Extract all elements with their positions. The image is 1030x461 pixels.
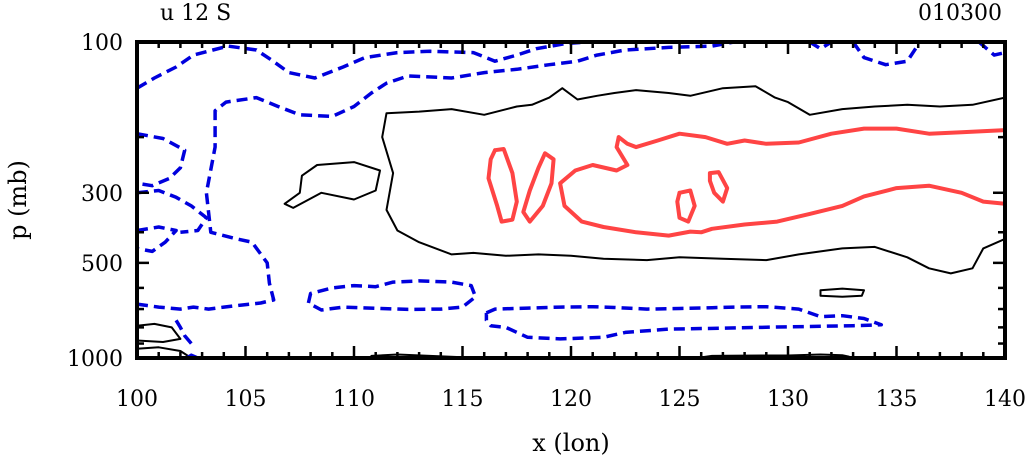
x-tick-label: 135 (876, 387, 918, 412)
contour-line (137, 322, 182, 343)
contour-line (137, 346, 191, 358)
contour-line (137, 131, 187, 188)
x-tick-label: 140 (984, 387, 1026, 412)
contour-line (819, 287, 865, 298)
contour-line (851, 42, 920, 67)
axis-ticks (135, 40, 1007, 360)
x-tick-label: 105 (225, 387, 267, 412)
contour-line (808, 42, 833, 51)
contour-line (558, 126, 1005, 238)
y-tick-label: 100 (81, 31, 123, 56)
header-right-label: 010300 (918, 1, 1002, 26)
contour-lines (137, 42, 1005, 358)
x-tick-label: 110 (333, 387, 375, 412)
y-axis-label: p (mb) (4, 160, 32, 240)
y-tick-label: 1000 (67, 347, 123, 372)
x-tick-label: 120 (550, 387, 592, 412)
contour-line (137, 225, 178, 254)
contour-line (486, 147, 519, 224)
contour-line (484, 304, 884, 341)
contour-line (137, 42, 735, 311)
x-tick-label: 130 (767, 387, 809, 412)
x-axis-label: x (lon) (532, 429, 609, 457)
contour-line (174, 319, 193, 345)
contour-line (707, 170, 730, 204)
contour-line (675, 188, 697, 224)
tick-labels: 100 105 110 115 120 125 130 135 140 100 300 500 1000 (67, 31, 1026, 412)
x-tick-label: 125 (659, 387, 701, 412)
contour-line (137, 188, 209, 235)
contour-line (283, 161, 381, 209)
contour-line (306, 279, 478, 312)
x-tick-label: 100 (116, 387, 158, 412)
contour-line (381, 85, 1005, 275)
y-tick-label: 500 (81, 252, 123, 277)
contour-line (521, 151, 556, 224)
plot-frame (135, 40, 1007, 360)
contour-line (137, 42, 589, 90)
header-left-label: u 12 S (160, 1, 231, 26)
x-tick-label: 115 (442, 387, 484, 412)
y-tick-label: 300 (81, 182, 123, 207)
